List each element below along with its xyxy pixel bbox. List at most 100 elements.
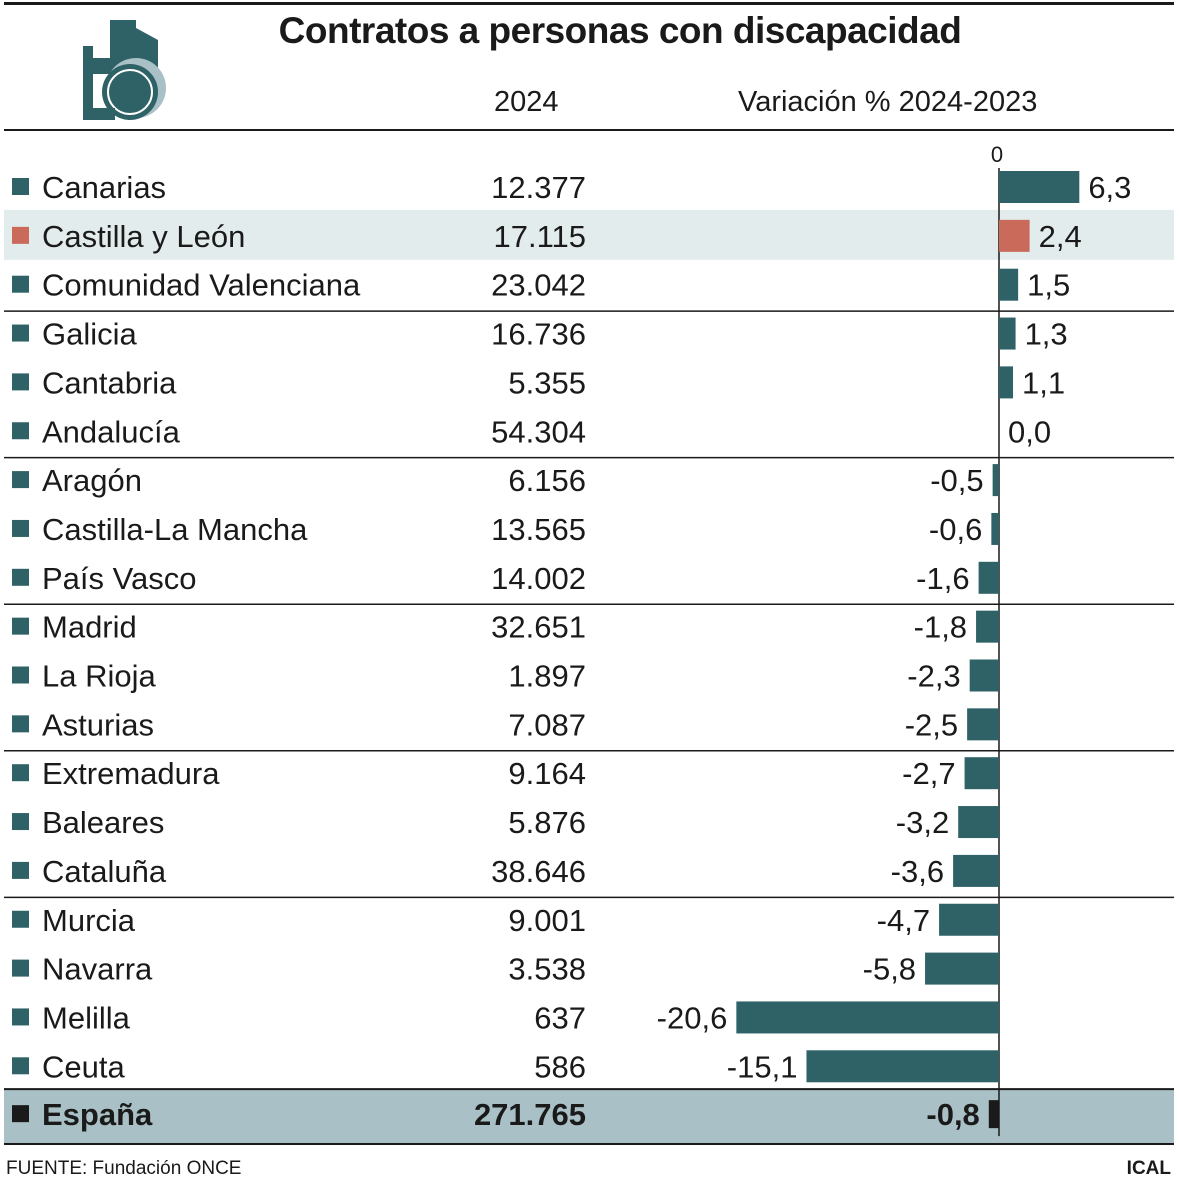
data-label: -4,7 <box>877 903 930 938</box>
value-2024: 14.002 <box>491 561 586 596</box>
data-label: -1,6 <box>916 561 969 596</box>
value-2024: 17.115 <box>493 219 586 254</box>
region-label: La Rioja <box>42 659 156 694</box>
variation-bar <box>999 219 1030 252</box>
data-label: -3,6 <box>891 854 944 889</box>
row-marker <box>12 861 29 879</box>
header-rule <box>4 129 1174 131</box>
value-2024: 9.001 <box>508 903 586 938</box>
value-2024: 13.565 <box>491 512 586 547</box>
total-row-background <box>4 1089 1174 1144</box>
row-marker <box>12 178 29 195</box>
data-label: -2,5 <box>905 707 958 742</box>
total-region-label: España <box>42 1097 153 1132</box>
row-marker <box>12 373 29 391</box>
variation-bar <box>999 317 1016 350</box>
data-label: 0,0 <box>1008 414 1051 449</box>
variation-bar <box>999 268 1019 301</box>
variation-bar <box>991 512 999 545</box>
data-label: -5,8 <box>863 952 916 987</box>
value-2024: 23.042 <box>491 268 586 303</box>
variation-bar <box>992 464 999 497</box>
total-data-label: -0,8 <box>926 1097 979 1132</box>
region-label: Melilla <box>42 1000 131 1035</box>
value-2024: 32.651 <box>491 610 586 645</box>
row-marker <box>12 959 29 977</box>
variation-bar <box>999 171 1080 203</box>
value-2024: 5.876 <box>508 805 586 840</box>
data-label: -0,6 <box>929 512 982 547</box>
variation-bar <box>925 952 999 985</box>
zero-axis-label: 0 <box>991 142 1003 167</box>
value-2024: 3.538 <box>508 952 586 987</box>
data-label: -15,1 <box>727 1049 798 1084</box>
value-2024: 637 <box>534 1000 586 1035</box>
variation-bar <box>806 1050 999 1083</box>
row-marker <box>12 519 29 537</box>
row-marker <box>12 471 29 489</box>
region-label: Cataluña <box>42 854 167 889</box>
value-2024: 9.164 <box>508 756 586 791</box>
row-marker <box>12 324 29 342</box>
data-label: 2,4 <box>1039 219 1082 254</box>
region-label: Ceuta <box>42 1049 125 1084</box>
region-label: Galicia <box>42 317 138 352</box>
region-label: Extremadura <box>42 756 220 791</box>
row-marker <box>12 568 29 586</box>
footer-brand: ICAL <box>1126 1158 1171 1179</box>
value-2024: 12.377 <box>491 170 586 205</box>
row-marker <box>12 617 29 635</box>
value-2024: 1.897 <box>508 659 586 694</box>
variation-bar <box>969 659 999 692</box>
row-marker <box>12 422 29 440</box>
data-label: 1,5 <box>1027 268 1070 303</box>
variation-bar <box>953 854 999 887</box>
data-label: -3,2 <box>896 805 949 840</box>
variation-bar <box>999 366 1014 399</box>
column-header-variation: Variación % 2024-2023 <box>738 86 1038 118</box>
region-label: Navarra <box>42 952 153 987</box>
row-marker <box>12 1008 29 1026</box>
data-label: -2,3 <box>907 659 960 694</box>
chart-title: Contratos a personas con discapacidad <box>278 10 962 51</box>
data-label: 1,3 <box>1025 317 1068 352</box>
variation-bar <box>978 561 999 594</box>
variation-bar <box>964 757 999 790</box>
region-label: Baleares <box>42 805 164 840</box>
region-label: Cantabria <box>42 365 177 400</box>
value-2024: 54.304 <box>491 414 586 449</box>
region-label: Asturias <box>42 707 154 742</box>
data-label: 6,3 <box>1088 170 1131 205</box>
data-label: 1,1 <box>1022 365 1065 400</box>
column-header-2024: 2024 <box>494 86 559 118</box>
data-label: -2,7 <box>902 756 955 791</box>
data-label: -1,8 <box>914 610 967 645</box>
row-marker <box>12 226 29 244</box>
region-label: Murcia <box>42 903 136 938</box>
region-label: Castilla y León <box>42 219 245 254</box>
value-2024: 6.156 <box>508 463 586 498</box>
region-label: Aragón <box>42 463 142 498</box>
footer-source: FUENTE: Fundación ONCE <box>6 1158 242 1179</box>
region-label: Andalucía <box>42 414 181 449</box>
region-label: Madrid <box>42 610 137 645</box>
total-value: 271.765 <box>474 1097 586 1132</box>
row-marker <box>12 910 29 928</box>
highlight-row-background <box>4 209 1174 260</box>
variation-bar <box>976 610 999 643</box>
total-bar <box>988 1100 999 1129</box>
variation-bar <box>939 903 999 936</box>
top-rule <box>4 2 1174 5</box>
row-marker <box>12 275 29 293</box>
row-marker <box>12 1057 29 1075</box>
region-label: Canarias <box>42 170 166 205</box>
variation-bar <box>958 806 999 839</box>
variation-bar <box>967 708 999 741</box>
row-marker <box>12 666 29 684</box>
region-label: País Vasco <box>42 561 197 596</box>
wheelchair-logo-icon <box>83 20 166 120</box>
region-label: Castilla-La Mancha <box>42 512 308 547</box>
row-marker <box>12 715 29 733</box>
row-marker <box>12 1105 29 1123</box>
